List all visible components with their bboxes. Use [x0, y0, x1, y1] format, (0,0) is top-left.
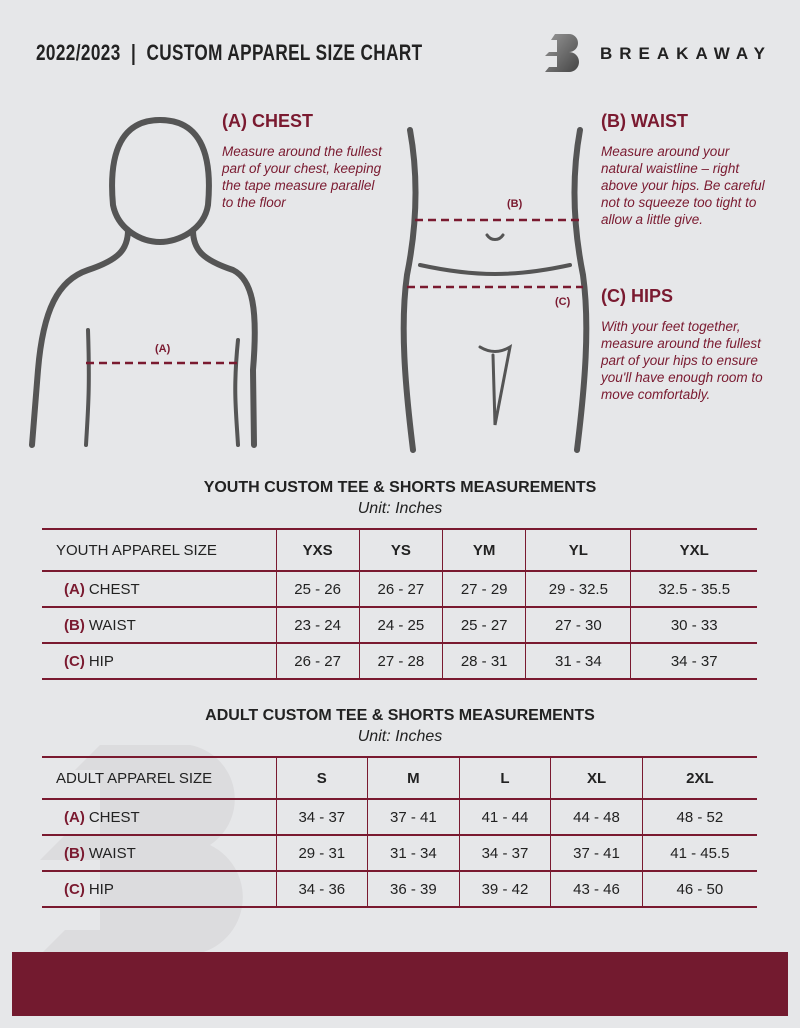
size-column-header: YXL — [630, 528, 757, 572]
table-row: (B) WAIST 29 - 31 31 - 34 34 - 37 37 - 41 41 -… — [42, 834, 757, 872]
row-label: (A) CHEST — [42, 798, 276, 836]
table-cell: 39 - 42 — [458, 870, 551, 908]
table-cell: 26 - 27 — [275, 642, 360, 680]
table-cell: 41 - 45.5 — [641, 834, 757, 872]
breakaway-logo-icon — [545, 34, 579, 72]
table-cell: 31 - 34 — [525, 642, 631, 680]
table-cell: 27 - 29 — [442, 570, 526, 608]
table-row: (C) HIP 34 - 36 36 - 39 39 - 42 43 - 46 46 - 5… — [42, 870, 757, 908]
table-row: (A) CHEST 34 - 37 37 - 41 41 - 44 44 - 48 48 -… — [42, 798, 757, 836]
chest-marker: (A) — [155, 343, 171, 355]
row-label: (C) HIP — [42, 870, 276, 908]
size-column-header: YL — [525, 528, 631, 572]
row-label: (B) WAIST — [42, 834, 276, 872]
row-label: (B) WAIST — [42, 606, 276, 644]
waist-description: Measure around your natural waistline – … — [601, 144, 765, 227]
row-label-text: WAIST — [88, 616, 136, 634]
size-header: YOUTH APPAREL SIZE — [42, 528, 276, 572]
adult-size-table: ADULT APPAREL SIZE S M L XL 2XL (A) CHEST 34 - 3… — [42, 756, 757, 908]
table-cell: 34 - 36 — [275, 870, 368, 908]
youth-section-title: YOUTH CUSTOM TEE & SHORTS MEASUREMENTS — [203, 479, 597, 496]
table-cell: 25 - 26 — [275, 570, 360, 608]
row-tag: (B) — [64, 844, 85, 862]
size-header: ADULT APPAREL SIZE — [42, 756, 276, 800]
table-cell: 34 - 37 — [458, 834, 551, 872]
table-cell: 27 - 30 — [525, 606, 631, 644]
table-header-row: YOUTH APPAREL SIZE YXS YS YM YL YXL — [42, 528, 757, 572]
table-cell: 37 - 41 — [367, 798, 460, 836]
waist-marker: (B) — [507, 198, 523, 210]
table-cell: 30 - 33 — [630, 606, 757, 644]
table-cell: 37 - 41 — [550, 834, 643, 872]
table-cell: 29 - 31 — [275, 834, 368, 872]
size-column-header: YS — [358, 528, 443, 572]
brand-name: BREAKAWAY — [600, 44, 772, 63]
table-cell: 43 - 46 — [550, 870, 643, 908]
size-column-header: YM — [442, 528, 526, 572]
table-cell: 31 - 34 — [367, 834, 460, 872]
table-row: (A) CHEST 25 - 26 26 - 27 27 - 29 29 - 32.5 32… — [42, 570, 757, 608]
size-column-header: M — [367, 756, 460, 800]
table-cell: 29 - 32.5 — [525, 570, 631, 608]
hips-description: With your feet together, measure around … — [601, 319, 763, 402]
table-cell: 28 - 31 — [442, 642, 526, 680]
adult-section-title: ADULT CUSTOM TEE & SHORTS MEASUREMENTS — [205, 707, 595, 724]
table-row: (B) WAIST 23 - 24 24 - 25 25 - 27 27 - 30 30 -… — [42, 606, 757, 644]
row-label-text: HIP — [88, 652, 114, 670]
upper-body-illustration — [29, 116, 258, 448]
size-column-header: YXS — [275, 528, 360, 572]
row-label-text: WAIST — [88, 844, 136, 862]
youth-unit: Unit: Inches — [357, 500, 443, 517]
table-cell: 46 - 50 — [641, 870, 757, 908]
table-cell: 32.5 - 35.5 — [630, 570, 757, 608]
row-tag: (A) — [64, 580, 85, 598]
size-column-header: 2XL — [641, 756, 757, 800]
size-column-header: L — [458, 756, 551, 800]
row-tag: (A) — [64, 808, 85, 826]
row-tag: (C) — [64, 652, 85, 670]
row-label: (C) HIP — [42, 642, 276, 680]
table-cell: 34 - 37 — [630, 642, 757, 680]
adult-unit: Unit: Inches — [357, 728, 443, 745]
row-label-text: CHEST — [88, 580, 140, 598]
table-row: (C) HIP 26 - 27 27 - 28 28 - 31 31 - 34 34 - 3… — [42, 642, 757, 680]
size-column-header: XL — [550, 756, 643, 800]
table-cell: 25 - 27 — [442, 606, 526, 644]
youth-size-table: YOUTH APPAREL SIZE YXS YS YM YL YXL (A) CHEST 25… — [42, 528, 757, 680]
chest-heading: (A) CHEST — [222, 111, 313, 131]
table-cell: 44 - 48 — [550, 798, 643, 836]
row-tag: (C) — [64, 880, 85, 898]
lower-body-illustration — [400, 127, 590, 453]
footer-bar — [12, 952, 788, 1016]
row-label: (A) CHEST — [42, 570, 276, 608]
chest-description: Measure around the fullest part of your … — [222, 144, 382, 210]
row-label-text: CHEST — [88, 808, 140, 826]
hips-marker: (C) — [555, 296, 571, 308]
table-cell: 34 - 37 — [275, 798, 368, 836]
row-label-text: HIP — [88, 880, 114, 898]
size-column-header: S — [275, 756, 368, 800]
table-cell: 23 - 24 — [275, 606, 360, 644]
table-cell: 36 - 39 — [367, 870, 460, 908]
row-tag: (B) — [64, 616, 85, 634]
table-cell: 27 - 28 — [358, 642, 443, 680]
table-cell: 48 - 52 — [641, 798, 757, 836]
waist-heading: (B) WAIST — [601, 111, 688, 131]
table-cell: 26 - 27 — [358, 570, 443, 608]
page-title: 2022/2023 | CUSTOM APPAREL SIZE CHART — [36, 40, 423, 65]
table-header-row: ADULT APPAREL SIZE S M L XL 2XL — [42, 756, 757, 800]
table-cell: 24 - 25 — [358, 606, 443, 644]
hips-heading: (C) HIPS — [601, 286, 673, 306]
table-cell: 41 - 44 — [458, 798, 551, 836]
